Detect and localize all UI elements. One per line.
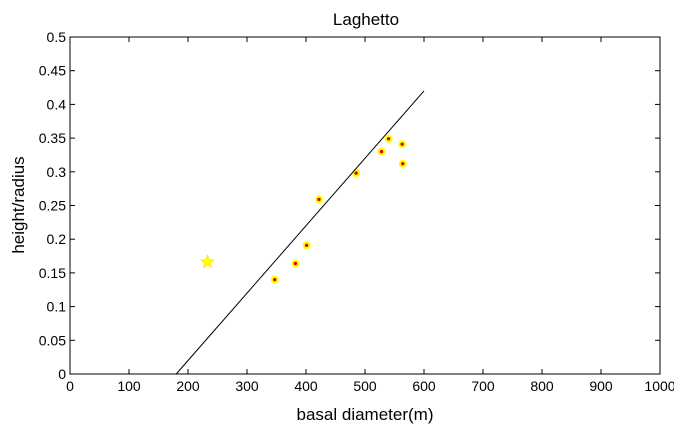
star-point: [200, 254, 215, 269]
y-axis-title: height/radius: [9, 156, 28, 253]
data-point: [384, 134, 393, 143]
x-tick-label: 200: [176, 378, 200, 394]
data-point: [352, 169, 361, 178]
y-tick-label: 0.2: [47, 231, 67, 247]
x-axis: 0 100 200 300 400 500 600 700 800 900 1000: [66, 37, 674, 394]
plot-marks: [175, 90, 425, 375]
plot-area: [69, 36, 661, 375]
x-axis-title: basal diameter(m): [297, 405, 434, 424]
x-tick-label: 1000: [644, 378, 674, 394]
data-point-center: [386, 137, 391, 141]
y-tick-label: 0.35: [39, 130, 66, 146]
y-tick-label: 0.25: [39, 198, 66, 214]
data-point: [314, 195, 323, 204]
data-point-center: [400, 142, 404, 146]
x-tick-label: 100: [117, 378, 141, 394]
data-point-center: [273, 277, 277, 282]
data-point: [398, 140, 407, 149]
x-tick-label: 400: [294, 378, 318, 394]
data-point-center: [354, 171, 358, 175]
data-point: [377, 147, 386, 156]
y-tick-label: 0.5: [47, 29, 67, 45]
x-tick-label: 800: [530, 378, 554, 394]
fit-line: [175, 90, 425, 375]
data-point-center: [293, 261, 298, 266]
y-tick-label: 0.05: [39, 332, 66, 348]
data-point: [291, 259, 300, 268]
y-tick-label: 0.15: [39, 265, 66, 281]
y-tick-label: 0: [58, 366, 66, 382]
data-point: [398, 159, 407, 168]
data-point-center: [401, 162, 405, 166]
y-tick-label: 0.1: [47, 299, 67, 315]
x-tick-label: 900: [589, 378, 613, 394]
data-point: [302, 241, 311, 250]
y-tick-label: 0.4: [47, 96, 67, 112]
data-point-center: [379, 149, 384, 154]
x-tick-label: 500: [353, 378, 377, 394]
y-axis: 0 0.05 0.1 0.15 0.2 0.25 0.3 0.35 0.4 0.45 0.5: [39, 29, 660, 382]
y-tick-label: 0.3: [47, 164, 67, 180]
data-point-center: [317, 197, 321, 202]
y-tick-label: 0.45: [39, 63, 66, 79]
x-tick-label: 300: [235, 378, 259, 394]
x-tick-label: 600: [412, 378, 436, 394]
x-tick-label: 700: [471, 378, 495, 394]
data-point: [270, 275, 279, 284]
chart-title: Laghetto: [333, 10, 399, 29]
data-point-center: [304, 243, 309, 247]
x-tick-label: 0: [66, 378, 74, 394]
